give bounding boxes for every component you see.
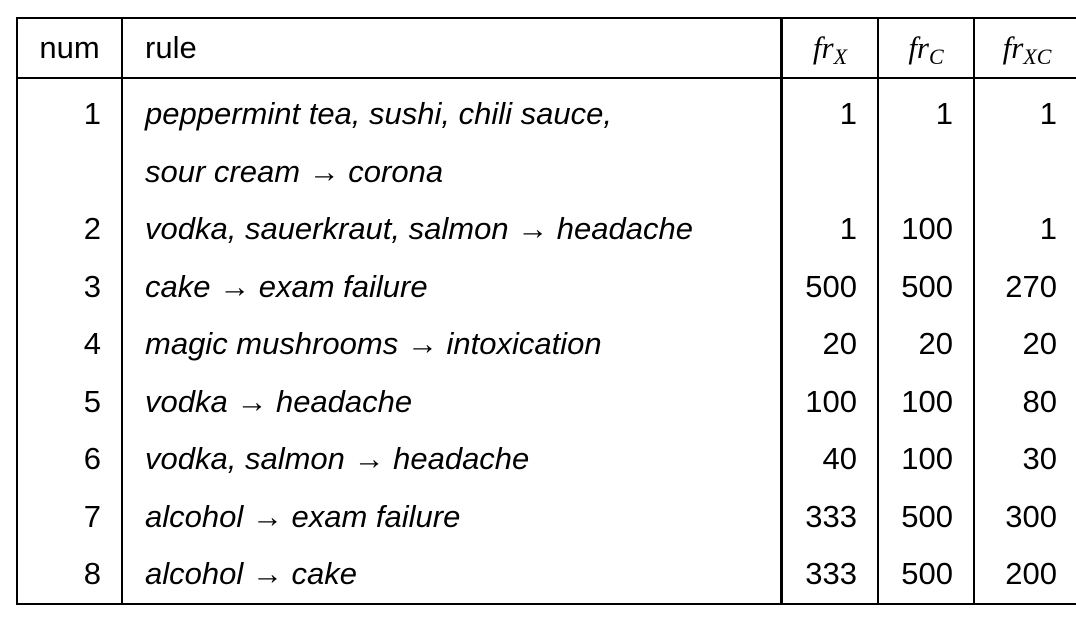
row-fr-c: 100 — [878, 372, 975, 430]
row-rule: alcohol → exam failure — [122, 487, 783, 545]
rule-text-line: peppermint tea, sushi, chili sauce, — [145, 96, 612, 131]
rules-table: num rule frX frC frXC 1 peppermint tea, s… — [16, 17, 1076, 605]
row-fr-xc: 80 — [1022, 383, 1057, 419]
row-num: 5 — [17, 372, 123, 430]
row-fr-x: 40 — [781, 430, 879, 488]
table-row: 3 cake → exam failure 500 500 270 — [17, 257, 1076, 315]
row-num: 2 — [17, 200, 123, 258]
row-fr-x: 1 — [781, 78, 879, 200]
row-rule: alcohol → cake — [122, 545, 783, 604]
row-fr-c: 100 — [878, 200, 975, 258]
row-fr-x: 500 — [781, 257, 879, 315]
row-rule: vodka, sauerkraut, salmon → headache — [122, 200, 783, 258]
row-fr-c: 500 — [878, 545, 975, 604]
rule-text-line: alcohol → exam failure — [145, 498, 461, 534]
header-rule: rule — [122, 18, 783, 79]
rule-text-line: alcohol → cake — [145, 556, 357, 591]
header-fr-c: frC — [878, 18, 975, 79]
table-body: 1 peppermint tea, sushi, chili sauce, sour… — [17, 78, 1076, 604]
table-header: num rule frX frC frXC — [17, 18, 1076, 79]
row-fr-x: 333 — [781, 545, 879, 604]
header-fr-c-base: fr — [908, 30, 929, 65]
table-row: 5 vodka → headache 100 100 80 — [17, 372, 1076, 430]
row-rule: magic mushrooms → intoxication — [122, 315, 783, 373]
table-row: 1 peppermint tea, sushi, chili sauce, sour… — [17, 78, 1076, 200]
header-fr-x-base: fr — [812, 30, 834, 65]
header-row: num rule frX frC frXC — [17, 18, 1076, 79]
header-fr-xc-sub: XC — [1023, 44, 1052, 69]
rule-text-line: magic mushrooms → intoxication — [145, 326, 602, 361]
row-fr-c: 20 — [878, 315, 975, 373]
row-num: 6 — [17, 430, 123, 488]
header-fr-x: frX — [781, 18, 879, 79]
row-rule: peppermint tea, sushi, chili sauce, sour … — [122, 78, 783, 200]
row-fr-c: 500 — [878, 257, 975, 315]
row-fr-c: 500 — [878, 487, 975, 545]
row-fr-c: 1 — [878, 78, 975, 200]
table-row: 7 alcohol → exam failure 333 500 300 — [17, 487, 1076, 545]
row-fr-x: 333 — [781, 487, 879, 545]
header-num: num — [17, 18, 123, 79]
row-rule: vodka, salmon → headache — [122, 430, 783, 488]
rule-text-line: vodka, sauerkraut, salmon → headache — [145, 211, 693, 246]
rule-text-line: vodka, salmon → headache — [145, 441, 530, 476]
row-num: 7 — [17, 487, 123, 545]
row-num: 3 — [17, 257, 123, 315]
table-row: 6 vodka, salmon → headache 40 100 30 — [17, 430, 1076, 488]
row-rule: vodka → headache — [122, 372, 783, 430]
row-fr-xc: 200 — [1005, 556, 1057, 591]
rule-text-line: sour cream → corona — [145, 153, 444, 189]
row-num: 1 — [17, 78, 123, 200]
row-fr-c: 100 — [878, 430, 975, 488]
rule-text-line: cake → exam failure — [145, 268, 428, 304]
row-fr-xc: 300 — [1005, 498, 1057, 534]
header-fr-xc-base: fr — [1002, 30, 1024, 65]
row-fr-xc: 1 — [1039, 96, 1057, 131]
row-fr-xc: 30 — [1022, 441, 1057, 476]
table-row: 4 magic mushrooms → intoxication 20 20 20 — [17, 315, 1076, 373]
rule-text-line: vodka → headache — [145, 383, 413, 419]
row-fr-x: 20 — [781, 315, 879, 373]
row-rule: cake → exam failure — [122, 257, 783, 315]
table-row: 2 vodka, sauerkraut, salmon → headache 1 10… — [17, 200, 1076, 258]
row-fr-xc: 270 — [1005, 268, 1057, 304]
table-row: 8 alcohol → cake 333 500 200 — [17, 545, 1076, 604]
row-num: 4 — [17, 315, 123, 373]
row-fr-xc: 1 — [1039, 211, 1057, 246]
row-fr-xc: 20 — [1022, 326, 1057, 361]
header-fr-x-sub: X — [833, 44, 848, 69]
row-num: 8 — [17, 545, 123, 604]
row-fr-x: 1 — [781, 200, 879, 258]
header-fr-c-sub: C — [929, 44, 944, 69]
header-fr-xc: frXC — [974, 18, 1076, 79]
row-fr-x: 100 — [781, 372, 879, 430]
